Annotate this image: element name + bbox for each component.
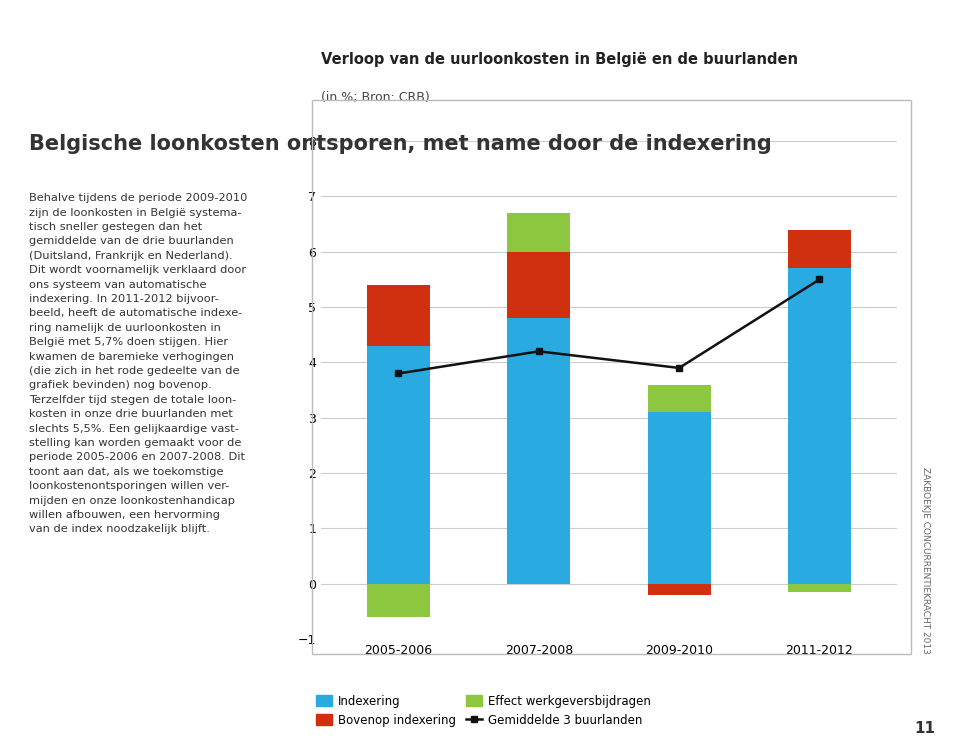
Text: Belgische loonkosten ontsporen, met name door de indexering: Belgische loonkosten ontsporen, met name… <box>29 134 772 154</box>
Text: ZAKBOEKJE CONCURRENTIEKRACHT 2013: ZAKBOEKJE CONCURRENTIEKRACHT 2013 <box>921 467 930 654</box>
Bar <box>507 213 571 252</box>
Bar <box>788 230 851 268</box>
Text: 11: 11 <box>914 721 935 736</box>
Text: LOONKOSTEN: LOONKOSTEN <box>25 19 142 33</box>
Text: Verloop van de uurloonkosten in België en de buurlanden: Verloop van de uurloonkosten in België e… <box>321 51 798 67</box>
Text: Behalve tijdens de periode 2009-2010
zijn de loonkosten in België systema-
tisch: Behalve tijdens de periode 2009-2010 zij… <box>29 193 247 534</box>
Legend: Indexering, Bovenop indexering, Effect werkgeversbijdragen, Gemiddelde 3 buurlan: Indexering, Bovenop indexering, Effect w… <box>316 695 651 727</box>
Text: (in %; Bron: CRB): (in %; Bron: CRB) <box>321 91 430 104</box>
Bar <box>367 345 430 584</box>
Bar <box>788 268 851 584</box>
Bar <box>647 385 711 412</box>
Bar <box>507 318 571 584</box>
Bar <box>647 412 711 584</box>
Bar <box>367 285 430 345</box>
Bar <box>507 252 571 318</box>
Bar <box>788 584 851 592</box>
Bar <box>367 584 430 617</box>
Bar <box>647 584 711 594</box>
